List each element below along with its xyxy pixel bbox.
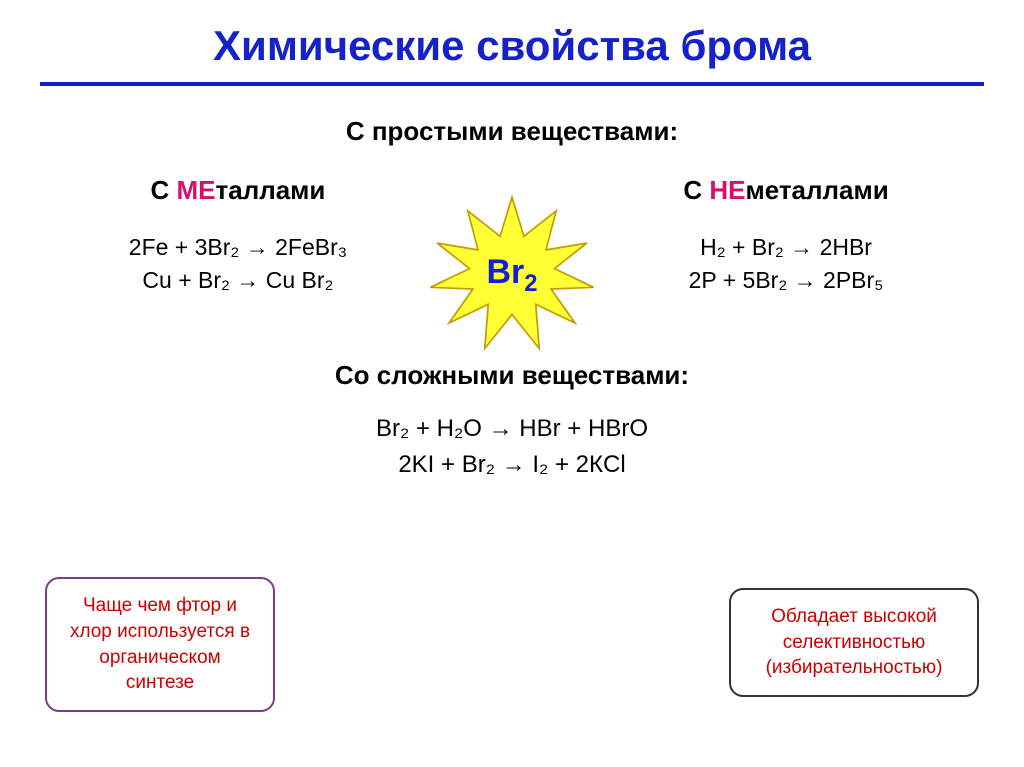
starburst-text: Br xyxy=(486,253,524,291)
equation: 2P + 5Br₂ → 2PBr₅ xyxy=(618,267,954,294)
note-right: Обладает высокой селективностью (избират… xyxy=(729,588,979,697)
metals-column: С МЕталлами 2Fe + 3Br₂ → 2FeBr₃ Cu + Br₂… xyxy=(70,175,406,300)
equation: 2KI + Br₂ → I₂ + 2КCl xyxy=(0,451,1024,479)
title-underline xyxy=(40,82,984,86)
starburst-label: Br2 xyxy=(486,253,537,298)
nonmetals-heading: С НЕметаллами xyxy=(618,175,954,206)
subtitle-simple: С простыми веществами: xyxy=(0,116,1024,147)
heading-rest: металлами xyxy=(745,175,888,205)
starburst-badge: Br2 xyxy=(427,190,597,360)
note-left: Чаще чем фтор и хлор используется в орга… xyxy=(45,577,275,712)
simple-substances-columns: С МЕталлами 2Fe + 3Br₂ → 2FeBr₃ Cu + Br₂… xyxy=(0,175,1024,300)
heading-rest: таллами xyxy=(216,175,326,205)
equation: H₂ + Br₂ → 2HBr xyxy=(618,234,954,261)
slide-title: Химические свойства брома xyxy=(0,0,1024,70)
heading-prefix: НЕ xyxy=(709,175,745,205)
nonmetals-column: С НЕметаллами H₂ + Br₂ → 2HBr 2P + 5Br₂ … xyxy=(618,175,954,300)
starburst-sub: 2 xyxy=(524,269,537,296)
equation: Br₂ + H₂O → HBr + HBrO xyxy=(0,415,1024,443)
subtitle-complex: Со сложными веществами: xyxy=(0,360,1024,391)
heading-prefix: МЕ xyxy=(177,175,216,205)
complex-equations: Br₂ + H₂O → HBr + HBrO 2KI + Br₂ → I₂ + … xyxy=(0,415,1024,479)
metals-heading: С МЕталлами xyxy=(70,175,406,206)
equation: Cu + Br₂ → Cu Br₂ xyxy=(70,267,406,294)
heading-leading: С xyxy=(683,175,709,205)
equation: 2Fe + 3Br₂ → 2FeBr₃ xyxy=(70,234,406,261)
heading-leading: С xyxy=(151,175,177,205)
